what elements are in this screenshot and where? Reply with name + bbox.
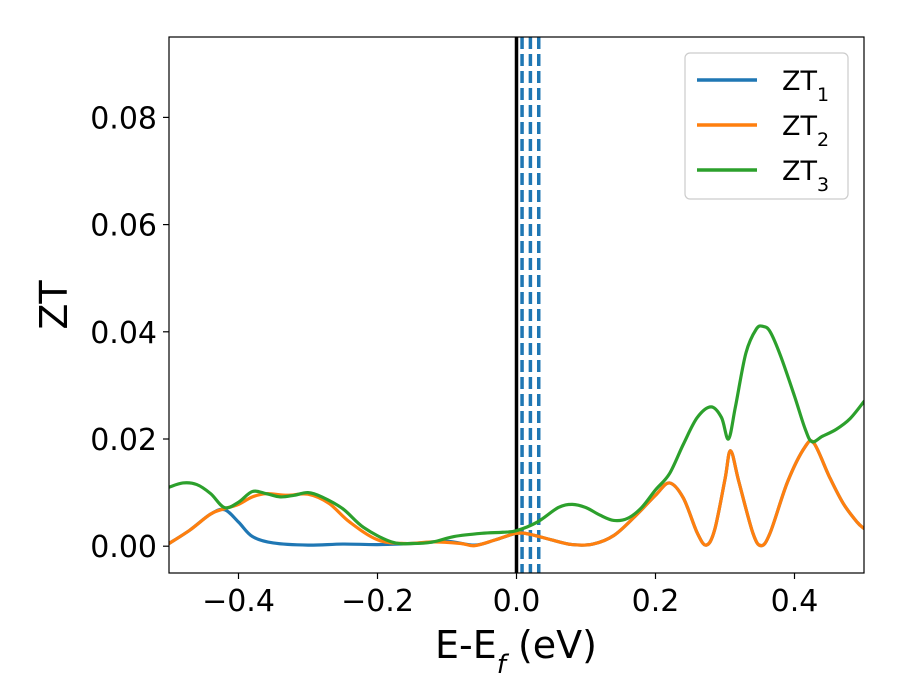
y-tick-label: 0.00: [90, 530, 157, 565]
y-tick-label: 0.06: [90, 209, 157, 244]
legend-label-1: ZT1: [782, 66, 829, 106]
y-tick-label: 0.04: [90, 316, 157, 351]
legend: ZT1 ZT2 ZT3: [684, 52, 849, 200]
x-tick-label: 0.0: [493, 584, 541, 619]
x-axis-label: E-Ef (eV): [435, 623, 597, 680]
series-line-3: [169, 324, 864, 546]
y-tick-label: 0.02: [90, 423, 157, 458]
legend-label-2: ZT2: [782, 111, 829, 151]
y-axis-ticks: 0.00 0.02 0.04 0.06 0.08: [90, 101, 169, 565]
x-tick-label: 0.4: [771, 584, 819, 619]
vertical-lines: [514, 37, 541, 573]
x-tick-label: −0.2: [341, 584, 414, 619]
x-tick-label: −0.4: [202, 584, 275, 619]
x-tick-label: 0.2: [632, 584, 680, 619]
y-axis-label: ZT: [32, 280, 76, 330]
x-axis-ticks: −0.4 −0.2 0.0 0.2 0.4: [202, 573, 818, 619]
y-tick-label: 0.08: [90, 101, 157, 136]
legend-box: [684, 52, 849, 200]
legend-label-3: ZT3: [782, 156, 829, 196]
series-lines: [169, 324, 864, 548]
